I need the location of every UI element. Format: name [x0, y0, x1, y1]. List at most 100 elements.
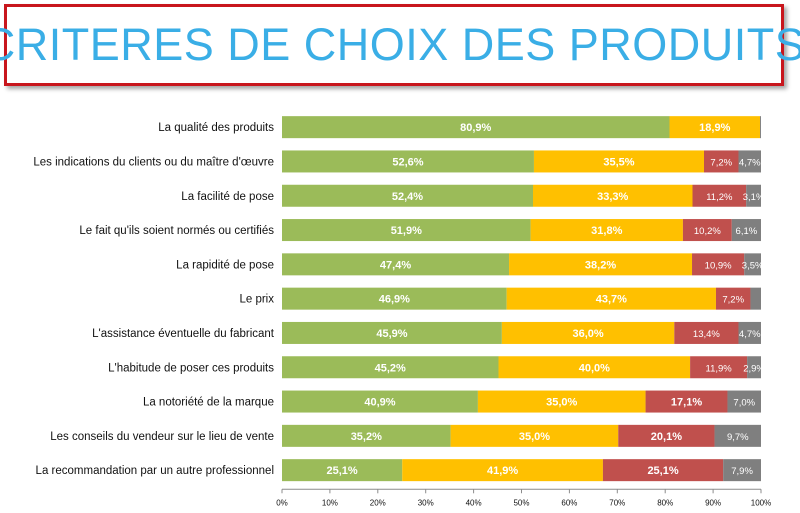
data-label: 13,4% [693, 329, 720, 340]
data-label: 11,2% [706, 192, 733, 203]
bar-segment-series-1 [282, 459, 403, 482]
bar-segment-series-4 [760, 116, 761, 139]
bar-segment-series-3 [682, 219, 732, 242]
title-box: CRITERES DE CHOIX DES PRODUITS [0, 4, 800, 86]
bar-segment-series-2 [532, 184, 693, 207]
data-label: 41,9% [487, 465, 518, 477]
bar-segment-series-3 [690, 356, 748, 379]
data-label: 7,0% [733, 398, 755, 409]
data-label: 25,1% [647, 465, 678, 477]
x-tick-label: 0% [276, 498, 288, 507]
bar-segment-series-1 [282, 184, 533, 207]
data-label: 46,9% [379, 294, 410, 306]
data-label: 17,1% [671, 397, 702, 409]
bar-segment-series-2 [506, 287, 716, 310]
category-label: Les indications du clients ou du maître … [33, 156, 274, 168]
category-label: L'assistance éventuelle du fabricant [92, 328, 275, 340]
data-label: 9,7% [727, 432, 749, 443]
data-label: 35,0% [519, 431, 550, 443]
bar-segment-series-1 [282, 390, 478, 413]
category-label: La notoriété de la marque [143, 397, 274, 409]
bar-segment-series-1 [282, 219, 531, 242]
data-label: 33,3% [597, 191, 628, 203]
data-label: 35,2% [351, 431, 382, 443]
x-tick-label: 40% [466, 498, 482, 507]
data-label: 4,7% [739, 157, 761, 168]
data-label: 2,9% [743, 363, 765, 374]
category-label: La qualité des produits [158, 122, 274, 134]
data-label: 40,9% [364, 397, 395, 409]
data-label: 43,7% [596, 294, 627, 306]
bar-segment-series-1 [282, 150, 534, 173]
bar-segment-series-3 [692, 253, 745, 276]
bar-segment-series-4 [723, 459, 761, 482]
data-label: 47,4% [380, 259, 411, 271]
data-label: 35,5% [603, 156, 634, 168]
data-label: 10,2% [694, 226, 721, 237]
x-tick-label: 20% [370, 498, 386, 507]
bar-segment-series-2 [477, 390, 646, 413]
data-label: 40,0% [579, 362, 610, 374]
data-label: 51,9% [391, 225, 422, 237]
data-label: 45,2% [375, 362, 406, 374]
bar-segment-series-2 [498, 356, 691, 379]
bar-segment-series-4 [738, 150, 761, 173]
bar-segment-series-4 [746, 184, 761, 207]
bar-segment-series-2 [530, 219, 683, 242]
x-tick-label: 30% [418, 498, 434, 507]
bar-segment-series-3 [645, 390, 728, 413]
data-label: 80,9% [460, 122, 491, 134]
category-label: L'habitude de poser ces produits [108, 362, 274, 374]
bar-segment-series-2 [402, 459, 603, 482]
bar-segment-series-2 [450, 424, 619, 447]
bar-segment-series-4 [747, 356, 761, 379]
data-label: 52,4% [392, 191, 423, 203]
bar-segment-series-3 [618, 424, 715, 447]
bar-segment-series-4 [750, 287, 761, 310]
bar-segment-series-2 [669, 116, 761, 139]
bar-segment-series-3 [602, 459, 724, 482]
x-tick-label: 100% [751, 498, 771, 507]
chart-title: CRITERES DE CHOIX DES PRODUITS [0, 19, 800, 70]
x-tick-label: 90% [705, 498, 721, 507]
bar-segment-series-4 [731, 219, 761, 242]
data-label: 7,9% [731, 466, 753, 477]
category-label: La recommandation par un autre professio… [36, 465, 274, 477]
x-tick-label: 60% [561, 498, 577, 507]
bar-segment-series-3 [692, 184, 747, 207]
bar-segment-series-3 [703, 150, 739, 173]
data-label: 38,2% [585, 259, 616, 271]
category-label: La rapidité de pose [176, 259, 274, 271]
data-label: 20,1% [651, 431, 682, 443]
x-tick-label: 70% [609, 498, 625, 507]
bar-segment-series-4 [744, 253, 761, 276]
category-label: Les conseils du vendeur sur le lieu de v… [50, 431, 274, 443]
bar-segment-series-1 [282, 253, 510, 276]
data-label: 7,2% [710, 157, 732, 168]
data-label: 4,7% [739, 329, 761, 340]
bar-segment-series-4 [714, 424, 761, 447]
data-label: 36,0% [572, 328, 603, 340]
bar-segment-series-2 [501, 321, 675, 344]
x-tick-label: 80% [657, 498, 673, 507]
data-label: 25,1% [327, 465, 358, 477]
data-label: 31,8% [591, 225, 622, 237]
bar-segment-series-4 [738, 321, 761, 344]
data-label: 45,9% [376, 328, 407, 340]
data-label: 10,9% [705, 260, 732, 271]
bar-segment-series-1 [282, 321, 502, 344]
data-label: 35,0% [546, 397, 577, 409]
bar-segment-series-1 [282, 116, 670, 139]
x-tick-label: 50% [513, 498, 529, 507]
bar-segment-series-3 [674, 321, 739, 344]
bar-segment-series-1 [282, 287, 507, 310]
category-label: Le fait qu'ils soient normés ou certifié… [79, 225, 274, 237]
x-tick-label: 10% [322, 498, 338, 507]
data-label: 3,1% [743, 192, 765, 203]
data-label: 3,5% [742, 260, 764, 271]
category-label: Le prix [239, 294, 274, 306]
bar-segment-series-1 [282, 424, 451, 447]
data-label: 52,6% [392, 156, 423, 168]
bar-segment-series-1 [282, 356, 499, 379]
